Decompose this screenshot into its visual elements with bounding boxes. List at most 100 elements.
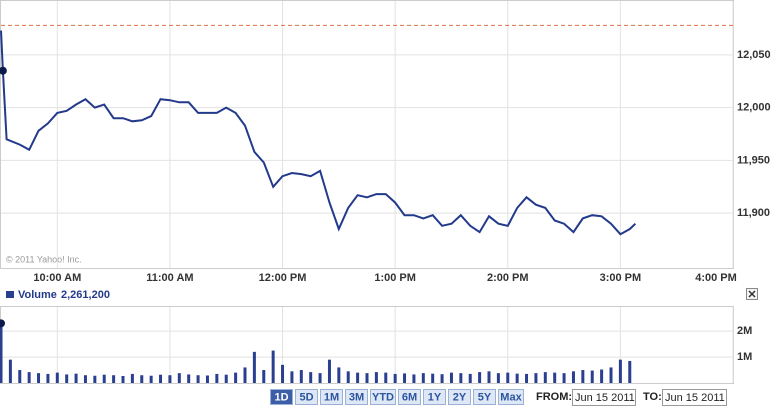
range-button[interactable] bbox=[320, 389, 343, 405]
close-button[interactable] bbox=[746, 288, 758, 300]
volume-bar bbox=[46, 373, 50, 383]
range-button-label[interactable]: 5D bbox=[299, 391, 313, 403]
y-tick-label: 1M bbox=[737, 351, 752, 363]
to-value[interactable]: Jun 15 2011 bbox=[665, 392, 725, 404]
volume-bar bbox=[506, 372, 510, 383]
volume-bar bbox=[543, 372, 547, 383]
volume-bar bbox=[525, 373, 529, 383]
legend-name: Volume bbox=[18, 289, 57, 301]
volume-bar bbox=[140, 375, 144, 383]
range-button-label[interactable]: 1Y bbox=[428, 391, 442, 403]
price-marker bbox=[0, 66, 7, 75]
range-button[interactable] bbox=[423, 389, 446, 405]
volume-bar bbox=[431, 373, 435, 383]
volume-bar bbox=[337, 367, 341, 383]
range-button[interactable] bbox=[270, 389, 293, 405]
from-value[interactable]: Jun 15 2011 bbox=[575, 392, 635, 404]
volume-bar bbox=[459, 373, 463, 383]
volume-bar bbox=[83, 375, 87, 383]
volume-bar bbox=[478, 372, 482, 383]
range-button[interactable] bbox=[498, 389, 524, 405]
volume-bar bbox=[487, 371, 491, 383]
volume-bar bbox=[149, 375, 153, 383]
volume-bar bbox=[196, 375, 200, 383]
legend-total: 2,261,200 bbox=[61, 289, 110, 301]
range-button-label[interactable]: 5Y bbox=[478, 391, 492, 403]
volume-bar bbox=[205, 375, 209, 383]
volume-bar bbox=[562, 373, 566, 383]
range-button[interactable] bbox=[295, 389, 318, 405]
range-button-label[interactable]: 1D bbox=[274, 391, 288, 403]
volume-bar bbox=[102, 374, 106, 383]
volume-bar bbox=[224, 374, 228, 383]
legend-swatch bbox=[6, 291, 14, 298]
x-tick-label: 3:00 PM bbox=[600, 272, 642, 284]
volume-bar bbox=[18, 370, 22, 383]
y-tick-label: 12,000 bbox=[737, 102, 771, 114]
range-button[interactable] bbox=[398, 389, 421, 405]
volume-bar bbox=[281, 364, 285, 383]
volume-bar bbox=[74, 373, 78, 383]
range-button[interactable] bbox=[473, 389, 496, 405]
volume-bar bbox=[177, 373, 181, 383]
range-button-label[interactable]: YTD bbox=[372, 391, 394, 403]
x-tick-label: 2:00 PM bbox=[487, 272, 529, 284]
volume-bar bbox=[0, 323, 3, 383]
y-tick-label: 12,050 bbox=[737, 49, 771, 61]
range-button[interactable] bbox=[370, 389, 396, 405]
volume-bar bbox=[215, 373, 219, 383]
volume-bar bbox=[403, 373, 407, 383]
volume-bar bbox=[271, 350, 275, 383]
to-label: TO: bbox=[643, 391, 662, 403]
volume-bar bbox=[374, 372, 378, 383]
volume-bar bbox=[496, 373, 500, 383]
range-button[interactable] bbox=[345, 389, 368, 405]
volume-bar bbox=[8, 359, 12, 383]
volume-bar bbox=[309, 372, 313, 383]
volume-bar bbox=[346, 371, 350, 383]
price-line bbox=[0, 30, 637, 236]
volume-bar bbox=[318, 373, 322, 383]
volume-bar bbox=[365, 373, 369, 383]
volume-bar bbox=[384, 372, 388, 383]
x-tick-label: 11:00 AM bbox=[146, 272, 193, 284]
volume-marker bbox=[0, 319, 5, 328]
from-input[interactable] bbox=[572, 389, 636, 406]
volume-bar bbox=[234, 372, 238, 383]
range-button-label[interactable]: 6M bbox=[402, 391, 417, 403]
range-button-label[interactable]: Max bbox=[500, 391, 522, 403]
volume-bar bbox=[468, 373, 472, 383]
volume-bar bbox=[421, 373, 425, 383]
volume-bar bbox=[618, 359, 622, 383]
range-button[interactable] bbox=[448, 389, 471, 405]
volume-bar bbox=[515, 373, 519, 383]
volume-bar bbox=[121, 375, 125, 383]
volume-bar bbox=[449, 372, 453, 383]
volume-bar bbox=[581, 370, 585, 383]
range-button-label[interactable]: 2Y bbox=[453, 391, 467, 403]
range-button-label[interactable]: 1M bbox=[324, 391, 339, 403]
volume-bar bbox=[130, 373, 134, 383]
volume-bar bbox=[262, 370, 266, 383]
price-panel bbox=[0, 0, 734, 269]
volume-bar bbox=[553, 372, 557, 383]
x-tick-label: 10:00 AM bbox=[33, 272, 81, 284]
volume-bar bbox=[243, 367, 247, 383]
volume-bar bbox=[37, 373, 41, 383]
copyright: © 2011 Yahoo! Inc. bbox=[6, 254, 82, 264]
y-tick-label: 11,950 bbox=[737, 154, 770, 166]
volume-bar bbox=[55, 372, 59, 383]
volume-bar bbox=[571, 371, 575, 383]
to-input[interactable] bbox=[662, 389, 727, 406]
volume-bar bbox=[93, 375, 97, 383]
volume-bar bbox=[112, 375, 116, 383]
volume-bar bbox=[290, 371, 294, 383]
volume-bar bbox=[356, 372, 360, 383]
volume-bar bbox=[327, 359, 331, 383]
range-button-label[interactable]: 3M bbox=[349, 391, 364, 403]
volume-bar bbox=[628, 360, 632, 383]
x-tick-label: 4:00 PM bbox=[695, 272, 737, 284]
volume-panel bbox=[0, 306, 734, 384]
volume-bar bbox=[609, 367, 613, 383]
